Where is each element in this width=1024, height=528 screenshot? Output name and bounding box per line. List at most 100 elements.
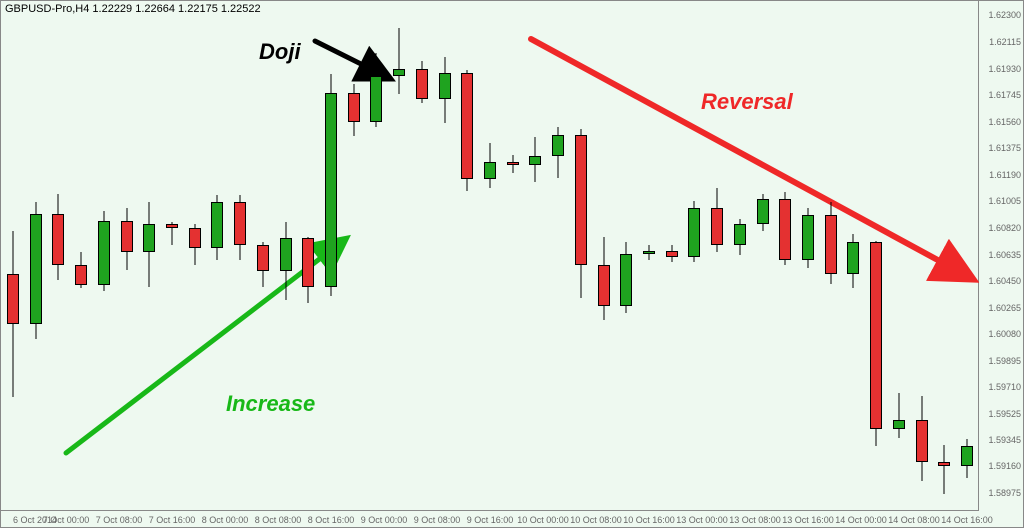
- candle: [325, 74, 337, 295]
- plot-area: DojiIncreaseReversal: [1, 1, 979, 511]
- candle-body: [234, 202, 246, 245]
- y-tick-label: 1.60080: [988, 329, 1021, 339]
- candle: [484, 143, 496, 188]
- candle-body: [507, 162, 519, 165]
- x-tick-label: 14 Oct 08:00: [888, 515, 940, 525]
- candle: [439, 57, 451, 123]
- candle: [121, 208, 133, 270]
- x-tick-label: 9 Oct 00:00: [361, 515, 408, 525]
- candle: [529, 137, 541, 182]
- y-tick-label: 1.60820: [988, 223, 1021, 233]
- candle: [461, 70, 473, 191]
- candle: [757, 194, 769, 231]
- y-tick-label: 1.59525: [988, 409, 1021, 419]
- y-tick-label: 1.62115: [989, 37, 1021, 47]
- x-tick-label: 7 Oct 00:00: [43, 515, 90, 525]
- x-tick-label: 13 Oct 00:00: [676, 515, 728, 525]
- candle-body: [257, 245, 269, 271]
- candle: [961, 439, 973, 478]
- candle-body: [121, 221, 133, 253]
- candle-body: [484, 162, 496, 179]
- candle-body: [938, 462, 950, 466]
- candle: [688, 201, 700, 263]
- y-tick-label: 1.61745: [988, 90, 1021, 100]
- candle-body: [52, 214, 64, 266]
- x-tick-label: 8 Oct 16:00: [308, 515, 355, 525]
- candle-body: [757, 199, 769, 223]
- y-tick-label: 1.60450: [988, 276, 1021, 286]
- candle-body: [734, 224, 746, 246]
- candle: [552, 127, 564, 177]
- candle-body: [348, 93, 360, 122]
- candle-body: [847, 242, 859, 274]
- y-tick-label: 1.59895: [988, 356, 1021, 366]
- candle: [348, 84, 360, 136]
- candle: [234, 195, 246, 260]
- candle-body: [688, 208, 700, 257]
- candle: [598, 237, 610, 320]
- y-tick-label: 1.61560: [988, 117, 1021, 127]
- candle: [802, 208, 814, 268]
- candle-body: [302, 238, 314, 287]
- y-axis: 1.62300 1.62115 1.61930 1.61745 1.61560 1.613…: [977, 1, 1023, 511]
- candle-body: [393, 69, 405, 76]
- candle: [643, 245, 655, 259]
- y-tick-label: 1.61375: [988, 143, 1021, 153]
- candle: [302, 237, 314, 303]
- candle: [938, 445, 950, 494]
- candle: [620, 242, 632, 312]
- candle: [52, 194, 64, 280]
- candle: [75, 252, 87, 288]
- candle: [575, 129, 587, 299]
- candle-body: [893, 420, 905, 429]
- candle-body: [916, 420, 928, 462]
- candle-body: [552, 135, 564, 157]
- candle: [7, 231, 19, 398]
- candle-body: [143, 224, 155, 253]
- y-tick-label: 1.59710: [988, 382, 1021, 392]
- candle: [143, 202, 155, 287]
- candlestick-chart: GBPUSD-Pro,H4 1.22229 1.22664 1.22175 1.…: [0, 0, 1024, 528]
- candle-body: [598, 265, 610, 305]
- x-tick-label: 7 Oct 08:00: [96, 515, 143, 525]
- candle-body: [280, 238, 292, 271]
- candle-body: [75, 265, 87, 285]
- candle-wick: [898, 393, 899, 438]
- x-tick-label: 13 Oct 08:00: [729, 515, 781, 525]
- candle: [30, 202, 42, 338]
- x-tick-label: 9 Oct 08:00: [414, 515, 461, 525]
- candle-body: [802, 215, 814, 260]
- candle-body: [643, 251, 655, 254]
- y-tick-label: 1.59345: [988, 435, 1021, 445]
- candle-body: [211, 202, 223, 248]
- candle-body: [439, 73, 451, 99]
- annotation-reversal: Reversal: [701, 89, 793, 115]
- y-tick-label: 1.61930: [988, 64, 1021, 74]
- x-axis: 6 Oct 20147 Oct 00:007 Oct 08:007 Oct 16…: [1, 509, 979, 527]
- x-tick-label: 10 Oct 08:00: [570, 515, 622, 525]
- candle-body: [711, 208, 723, 245]
- candle: [280, 222, 292, 300]
- candle-body: [961, 446, 973, 466]
- candle-body: [620, 254, 632, 306]
- y-tick-label: 1.60635: [988, 250, 1021, 260]
- candle-body: [461, 73, 473, 179]
- candle-body: [30, 214, 42, 325]
- candle: [779, 192, 791, 265]
- candle-body: [189, 228, 201, 248]
- x-tick-label: 8 Oct 08:00: [255, 515, 302, 525]
- candle-wick: [399, 28, 400, 94]
- y-tick-label: 1.62300: [988, 10, 1021, 20]
- y-tick-label: 1.58975: [988, 488, 1021, 498]
- candle: [98, 211, 110, 291]
- candle: [393, 28, 405, 94]
- candle: [666, 245, 678, 262]
- candle-body: [166, 224, 178, 228]
- candle: [734, 219, 746, 255]
- candle: [893, 393, 905, 438]
- candle-body: [7, 274, 19, 324]
- candle-body: [870, 242, 882, 429]
- candle-body: [325, 93, 337, 287]
- candle: [825, 202, 837, 284]
- candle: [916, 396, 928, 481]
